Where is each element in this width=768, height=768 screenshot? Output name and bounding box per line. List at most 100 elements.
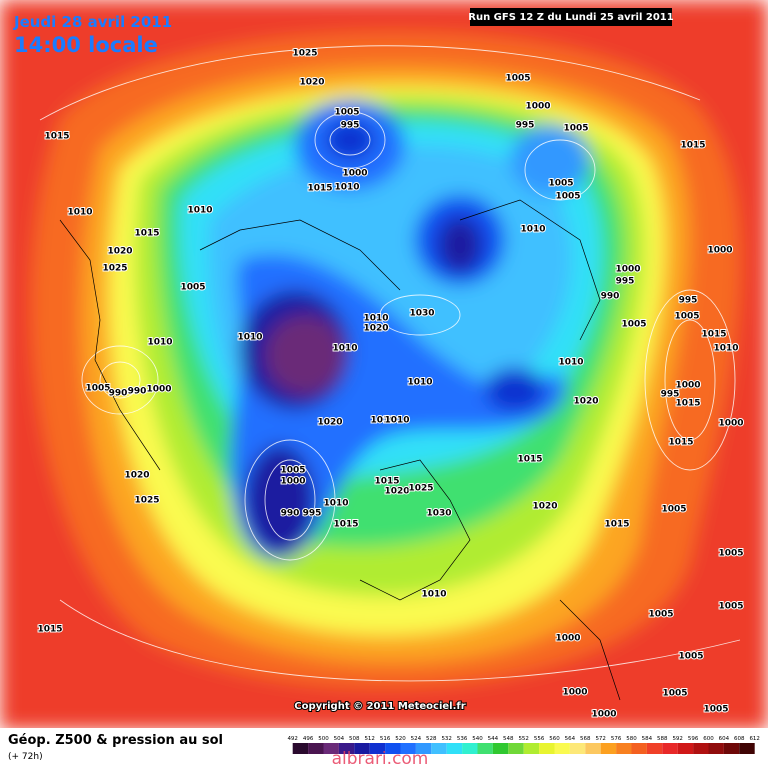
colorbar-label: 492 (287, 736, 298, 742)
isobar-label: 1025 (102, 264, 127, 274)
colorbar-label: 540 (472, 736, 483, 742)
colorbar-bin (415, 743, 432, 754)
isobar-label: 990 (601, 292, 620, 302)
isobar-label: 1020 (532, 502, 557, 512)
isobar-label: 1005 (505, 74, 530, 84)
colorbar-bin (693, 743, 709, 754)
isobar-label: 1000 (525, 102, 550, 112)
isobar-label: 1010 (67, 208, 92, 218)
isobar-label: 1000 (707, 246, 732, 256)
isobar-label: 1005 (718, 549, 743, 559)
colorbar-bin (292, 743, 309, 754)
isobar-label: 1000 (342, 169, 367, 179)
isobar-label: 1015 (44, 132, 69, 142)
isobar-label: 1015 (701, 330, 726, 340)
isobar-label: 995 (341, 121, 360, 131)
isobar-label: 1020 (124, 471, 149, 481)
isobar-label: 1015 (374, 477, 399, 487)
date: Jeudi 28 avril 2011 (13, 13, 172, 31)
colorbar-bin (508, 743, 524, 754)
isobar-label: 1000 (591, 710, 616, 720)
isobar-label: 1000 (615, 265, 640, 275)
lead-time: (+ 72h) (8, 752, 43, 762)
colorbar-bin (600, 743, 617, 754)
colorbar-bin (569, 743, 586, 754)
colorbar-label: 544 (488, 736, 499, 742)
isobar-label: 990 (281, 509, 300, 519)
colorbar: 492 496 500 504 508 512 516 520 524 528 532 536 540 5… (287, 736, 760, 754)
isobar-label: 1010 (520, 225, 545, 235)
isobar-label: 1010 (332, 344, 357, 354)
isobar-label: 995 (616, 277, 635, 287)
isobar-label: 1005 (648, 610, 673, 620)
colorbar-bin (585, 743, 601, 754)
isobar-label: 1015 (517, 455, 542, 465)
colorbar-label: 580 (626, 736, 637, 742)
colorbar-label: 516 (380, 736, 391, 742)
isobar-label: 1005 (678, 652, 703, 662)
isobar-label: 1025 (292, 49, 317, 59)
isobar-label: 1000 (562, 688, 587, 698)
isobar-label: 1010 (237, 333, 262, 343)
colorbar-label: 572 (595, 736, 606, 742)
isobar-label: 1010 (187, 206, 212, 216)
isobar-label: 1015 (675, 399, 700, 409)
isobar-label: 1015 (680, 141, 705, 151)
isobar-label: 1005 (621, 320, 646, 330)
colorbar-label: 592 (672, 736, 683, 742)
isobar-label: 1015 (333, 520, 358, 530)
isobar-label: 1010 (558, 358, 583, 368)
colorbar-label: 524 (411, 736, 422, 742)
isobar-label: 1010 (384, 416, 409, 426)
isobar-label: 1020 (317, 418, 342, 428)
colorbar-bin (631, 743, 647, 754)
colorbar-label: 612 (749, 736, 760, 742)
colorbar-label: 588 (657, 736, 668, 742)
colorbar-label: 604 (719, 736, 730, 742)
colorbar-label: 504 (334, 736, 345, 742)
isobar-label: 1020 (573, 397, 598, 407)
isobar-label: 1030 (409, 309, 434, 319)
local-time: 14:00 locale (14, 33, 158, 57)
colorbar-bin (446, 743, 463, 754)
isobar-label: 1005 (334, 108, 359, 118)
isobar-label: 1020 (384, 487, 409, 497)
colorbar-bin (462, 743, 478, 754)
isobar-label: 995 (516, 121, 535, 131)
isobar-label: 1015 (307, 184, 332, 194)
isobar-label: 1010 (421, 590, 446, 600)
isobar-label: 1020 (299, 78, 324, 88)
colorbar-label: 512 (364, 736, 375, 742)
colorbar-label: 532 (441, 736, 452, 742)
isobar-label: 1005 (703, 705, 728, 715)
isobar-label: 1010 (334, 183, 359, 193)
isobar-label: 1025 (408, 484, 433, 494)
colorbar-label: 536 (457, 736, 468, 742)
isobar-label: 1000 (718, 419, 743, 429)
colorbar-bin (369, 743, 386, 754)
coastlines (59, 199, 621, 701)
run-info: Run GFS 12 Z du Lundi 25 avril 2011 (468, 12, 674, 23)
colorbar-bin (677, 743, 694, 754)
colorbar-bin (308, 743, 324, 754)
colorbar-label: 600 (703, 736, 714, 742)
footer-title: Géop. Z500 & pression au sol (8, 733, 223, 748)
colorbar-label: 496 (303, 736, 314, 742)
isobar-label: 1005 (718, 602, 743, 612)
colorbar-bin (723, 743, 740, 754)
isobar-lines (39, 45, 741, 682)
watermark: albrari.com (332, 749, 429, 768)
isobar-label: 1020 (363, 324, 388, 334)
colorbar-bin (338, 743, 355, 754)
colorbar-bin (616, 743, 632, 754)
colorbar-label: 500 (318, 736, 329, 742)
colorbar-label: 528 (426, 736, 437, 742)
geopotential-field (0, 0, 768, 730)
colorbar-bin (662, 743, 678, 754)
colorbar-bin (323, 743, 339, 754)
isobar-label: 1015 (134, 229, 159, 239)
colorbar-bin (539, 743, 555, 754)
isobar-label: 995 (679, 296, 698, 306)
